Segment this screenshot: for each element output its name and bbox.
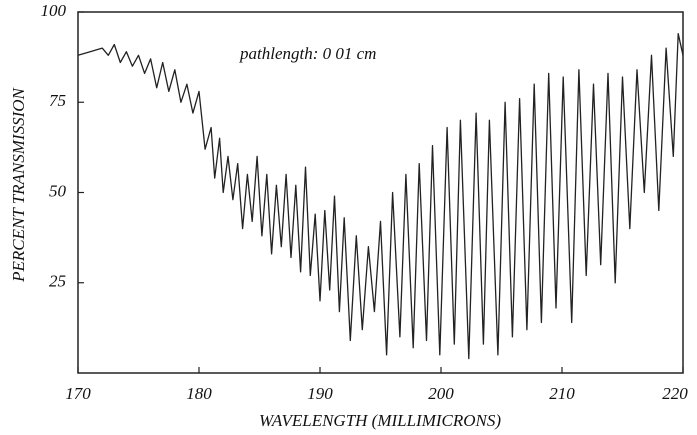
x-tick-label: 180 (186, 384, 212, 403)
x-tick-label: 200 (428, 384, 454, 403)
plot-frame (77, 11, 684, 374)
x-tick-label: 170 (65, 384, 91, 403)
x-axis-label: WAVELENGTH (MILLIMICRONS) (259, 411, 501, 430)
annotation: pathlength: 0 01 cm (239, 44, 376, 63)
spectrum-line (77, 33, 684, 360)
x-tick-label: 220 (662, 384, 688, 403)
y-tick-label: 100 (41, 1, 67, 20)
x-tick-label: 190 (307, 384, 333, 403)
x-tick-label: 210 (549, 384, 575, 403)
y-tick-label: 75 (49, 91, 66, 110)
y-tick-label: 25 (49, 272, 66, 291)
y-axis-label: PERCENT TRANSMISSION (9, 86, 28, 282)
y-tick-label: 50 (49, 181, 67, 200)
